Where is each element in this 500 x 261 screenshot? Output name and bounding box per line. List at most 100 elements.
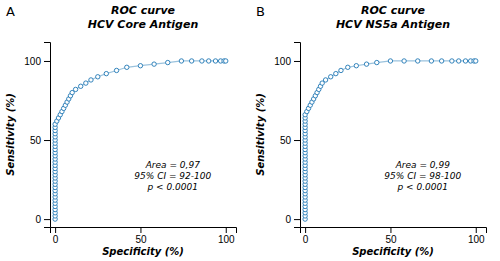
tick: 0 (303, 227, 309, 245)
panel-label: A (6, 4, 15, 19)
x-axis: 0 50 100 (51, 227, 237, 245)
annotation-line: 95% CI = 98-100 (384, 171, 461, 181)
axis-line (51, 228, 237, 234)
subtitle: HCV NS5a Antigen (336, 18, 450, 31)
point (206, 59, 210, 63)
point (429, 59, 433, 63)
point (125, 65, 129, 69)
point (104, 71, 108, 75)
plot-area: 0 50 100 0 50 100 (274, 43, 486, 246)
x-axis-label: Specificity (%) (352, 246, 434, 257)
tick-label: 100 (24, 56, 41, 67)
tick-mark (44, 140, 50, 141)
axis-line (44, 43, 51, 228)
point (334, 71, 338, 75)
tick: 50 (30, 135, 50, 146)
tick: 50 (280, 135, 300, 146)
tick: 100 (468, 227, 485, 245)
point (416, 59, 420, 63)
tick-mark (44, 61, 50, 62)
curve (55, 61, 226, 219)
annotation-line: p < 0.0001 (397, 182, 448, 192)
tick-mark (294, 219, 300, 220)
annotation: Area = 0,9995% CI = 98-100p < 0.0001 (384, 160, 461, 192)
point (96, 75, 100, 79)
panel: 050100050100ROC curveHCV Core AntigenSpe… (5, 4, 237, 257)
point (213, 59, 217, 63)
tick-label: 100 (218, 234, 235, 245)
tick: 50 (385, 227, 397, 245)
point (375, 60, 379, 64)
tick-label: 50 (280, 135, 292, 146)
point (179, 59, 183, 63)
marks (53, 59, 228, 222)
annotation-line: 95% CI = 92-100 (134, 171, 211, 181)
tick: 0 (35, 214, 50, 225)
tick-label: 50 (385, 234, 397, 245)
point (73, 87, 77, 91)
point (339, 68, 343, 72)
tick: 100 (218, 227, 235, 245)
point (89, 78, 93, 82)
tick: 100 (274, 56, 300, 67)
point (346, 65, 350, 69)
point (456, 59, 460, 63)
point (189, 59, 193, 63)
tick-label: 50 (30, 135, 42, 146)
tick-label: 100 (274, 56, 291, 67)
figure: 050100050100ROC curveHCV Core AntigenSpe… (0, 0, 500, 261)
point (388, 59, 392, 63)
point (200, 59, 204, 63)
title: ROC curve (111, 4, 176, 17)
annotation-line: p < 0.0001 (147, 182, 198, 192)
tick-mark (476, 227, 477, 233)
panel-label: B (256, 4, 265, 19)
y-axis-label: Sensitivity (%) (5, 93, 16, 176)
tick-mark (294, 61, 300, 62)
axis-line (301, 228, 487, 234)
point (354, 64, 358, 68)
point (166, 60, 170, 64)
marks (303, 59, 478, 222)
point (329, 75, 333, 79)
point (138, 64, 142, 68)
point (114, 68, 118, 72)
tick: 0 (285, 214, 300, 225)
plot-area: 0 50 100 0 50 100 (24, 43, 236, 246)
axis-line (294, 43, 301, 228)
x-axis: 0 50 100 (301, 227, 487, 245)
tick: 0 (53, 227, 59, 245)
point (364, 62, 368, 66)
y-axis: 0 50 100 (274, 43, 300, 228)
tick-mark (55, 227, 56, 233)
point (439, 59, 443, 63)
title: ROC curve (361, 4, 426, 17)
point (224, 59, 228, 63)
tick-mark (44, 219, 50, 220)
tick-label: 50 (135, 234, 147, 245)
point (323, 78, 327, 82)
tick: 50 (135, 227, 147, 245)
y-axis: 0 50 100 (24, 43, 50, 228)
tick-label: 0 (53, 234, 59, 245)
point (474, 59, 478, 63)
curve (305, 61, 476, 219)
point (79, 84, 83, 88)
point (152, 62, 156, 66)
point (84, 81, 88, 85)
tick-label: 0 (35, 214, 41, 225)
tick-mark (390, 227, 391, 233)
tick-mark (305, 227, 306, 233)
x-axis-label: Specificity (%) (102, 246, 184, 257)
annotation: Area = 0,9795% CI = 92-100p < 0.0001 (134, 160, 211, 192)
panel: 0 50 100 0 50 100 ROC curveHCV NS5a Antigen Spe… (255, 4, 487, 257)
annotation-line: Area = 0,97 (145, 160, 200, 170)
tick-label: 0 (303, 234, 309, 245)
point (402, 59, 406, 63)
tick-mark (140, 227, 141, 233)
point (450, 59, 454, 63)
tick-label: 0 (285, 214, 291, 225)
point (463, 59, 467, 63)
tick-mark (226, 227, 227, 233)
tick-mark (294, 140, 300, 141)
